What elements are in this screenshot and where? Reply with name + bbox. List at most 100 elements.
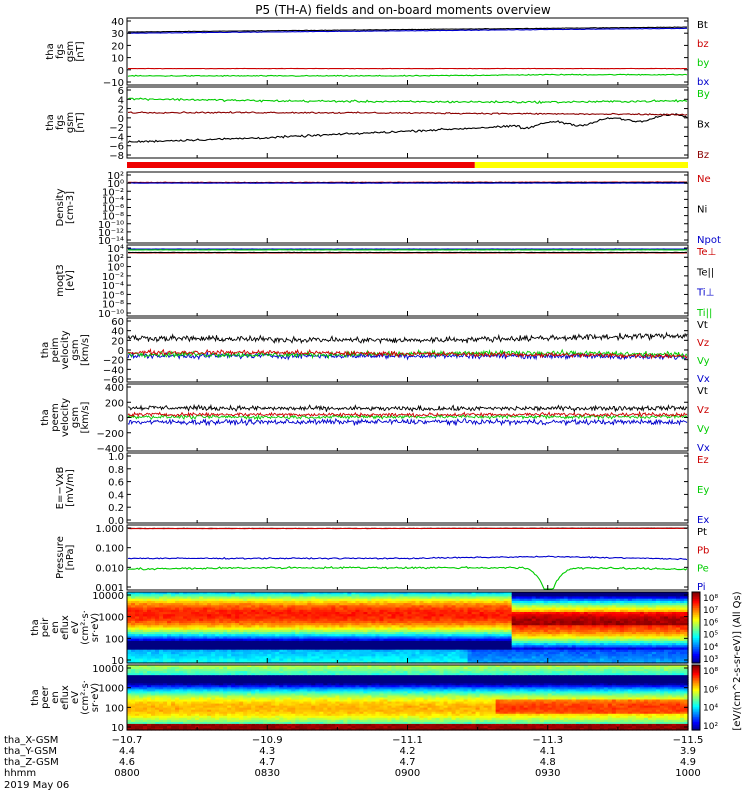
ytick-label-p3-3: 10⁻⁴: [102, 195, 124, 206]
ylabel-p1-3: [nT]: [75, 41, 86, 61]
series-p6-Vx: [127, 417, 688, 427]
ytick-label-p6-2: 0: [118, 414, 124, 425]
xaxis-value-0-4: −11.5: [673, 735, 704, 746]
ytick-label-p5-1: 40: [111, 327, 124, 338]
xaxis-row-label-0: tha_X-GSM: [4, 735, 58, 746]
ytick-label-p3-4: 10⁻⁶: [102, 204, 124, 215]
fill-layer: [127, 162, 700, 731]
legend-p6-3: Vx: [697, 443, 710, 454]
ytick-label-p3-0: 10²: [107, 171, 124, 182]
ytick-label-p7-0: 1.0: [108, 452, 124, 463]
ylabel-p8-1: [nPa]: [65, 544, 76, 570]
colorbar-tick-0-4: 10⁴: [703, 643, 718, 653]
series-layer: [127, 26, 688, 590]
ytick-label-p4-2: 10⁰: [107, 263, 124, 274]
ytick-label-p2-0: 6: [118, 86, 124, 97]
ytick-label-p9-1: 1000: [99, 613, 124, 624]
ylabel-p3-0: Density: [55, 188, 66, 226]
ytick-label-p7-1: 0.8: [108, 465, 124, 476]
series-p5-Vt: [127, 331, 688, 345]
xaxis-value-0-0: −10.7: [112, 735, 143, 746]
panel-frame-p7: [126, 452, 689, 524]
ytick-label-p5-2: 20: [111, 336, 124, 347]
ytick-label-p7-3: 0.4: [108, 490, 124, 501]
ytick-label-p10-3: 10: [111, 723, 124, 734]
ylabel-p10-1: peer: [40, 685, 51, 709]
panel-frame-p2: [126, 86, 689, 159]
ytick-label-p3-1: 10⁰: [107, 179, 124, 190]
ylabel-p10-4: eV: [70, 691, 81, 704]
ylabel-p2-1: fgs: [55, 115, 66, 130]
ylabel-p4-0: moqt3: [55, 264, 66, 297]
colorbar-tick-1-1: 10⁶: [703, 685, 718, 695]
legend-p4-2: Ti⊥: [696, 288, 714, 299]
legend-p5-2: Vy: [697, 356, 710, 367]
ylabel-p5-3: gsm: [70, 339, 81, 360]
series-p4-Te||: [128, 251, 687, 254]
ytick-label-p9-3: 10: [111, 656, 124, 667]
xaxis-value-3-1: 0830: [255, 768, 280, 779]
legend-p3-1: Ni: [697, 205, 707, 216]
ytick-label-p1-2: 20: [111, 41, 124, 52]
xaxis-value-3-0: 0800: [114, 768, 139, 779]
ytick-label-p1-3: 10: [111, 54, 124, 65]
ylabel-p9-3: eflux: [60, 615, 71, 640]
colorbar-tick-0-5: 10³: [703, 655, 718, 665]
legend-p2-2: Bz: [697, 150, 709, 161]
xaxis-value-1-0: 4.4: [119, 746, 135, 757]
ytick-label-p1-1: 30: [111, 29, 124, 40]
ytick-label-p2-1: 4: [118, 95, 124, 106]
xaxis-row-label-2: tha_Z-GSM: [4, 757, 59, 768]
legend-p5-0: Vt: [697, 320, 708, 331]
ytick-label-p4-7: 10⁻¹⁰: [98, 309, 124, 320]
colorbar-tick-0-3: 10⁵: [703, 631, 718, 641]
ylabel-p9-2: en: [50, 621, 61, 634]
ytick-label-p4-0: 10⁴: [107, 244, 124, 255]
colorbar-top: [692, 592, 700, 664]
ytick-label-p9-0: 10000: [92, 591, 124, 602]
series-p2-By: [127, 97, 688, 105]
ylabel-p6-1: peem: [50, 403, 61, 431]
legend-p4-0: Te⊥: [696, 247, 716, 258]
ytick-label-p5-4: −20: [103, 356, 124, 367]
xaxis-row-label-3: hhmm: [4, 768, 36, 779]
ylabel-p5-1: peim: [50, 337, 61, 362]
ylabel-p2-2: gsm: [65, 112, 76, 133]
legend-p2-0: By: [697, 89, 710, 100]
ytick-label-p3-8: 10⁻¹⁴: [98, 236, 124, 247]
ylabel-p2-0: tha: [45, 114, 56, 130]
xaxis-value-1-1: 4.3: [259, 746, 275, 757]
series-p6-Vt: [127, 403, 688, 413]
legend-p7-0: Ez: [697, 455, 709, 466]
ytick-label-p5-0: 60: [111, 317, 124, 328]
series-p8-Pi: [127, 555, 688, 561]
legend-p2-1: Bx: [697, 120, 710, 131]
colorbar-frame-1: [691, 664, 701, 731]
colorbar-tick-1-3: 10²: [703, 722, 718, 732]
ytick-label-p4-5: 10⁻⁶: [102, 290, 124, 301]
ylabel-p9-5: (cm²·s·: [80, 610, 91, 645]
ytick-label-p2-4: −2: [109, 123, 124, 134]
ytick-label-p6-4: −400: [97, 444, 124, 455]
legend-p8-3: Pi: [697, 582, 706, 593]
xaxis-value-2-2: 4.7: [400, 757, 416, 768]
ytick-label-p10-2: 100: [105, 703, 124, 714]
series-p6-Vy: [127, 413, 688, 422]
colorbar-tick-0-1: 10⁷: [703, 606, 718, 616]
ytick-label-p7-5: 0.0: [108, 516, 124, 527]
legend-p5-1: Vz: [697, 338, 709, 349]
colorbar-bottom: [692, 665, 700, 731]
ylabel-p2-3: [nT]: [75, 112, 86, 132]
ylabel-p10-2: en: [50, 691, 61, 704]
ytick-label-p6-1: 200: [105, 398, 124, 409]
ytick-label-p2-6: −6: [109, 142, 124, 153]
ytick-label-p8-0: 1.000: [95, 524, 124, 535]
ytick-label-p5-5: −40: [103, 365, 124, 376]
legend-p8-2: Pe: [697, 564, 709, 575]
series-p1-by: [127, 73, 688, 78]
ytick-label-p2-2: 2: [118, 105, 124, 116]
ytick-label-p4-4: 10⁻⁴: [102, 281, 124, 292]
xaxis-value-2-4: 4.9: [680, 757, 696, 768]
